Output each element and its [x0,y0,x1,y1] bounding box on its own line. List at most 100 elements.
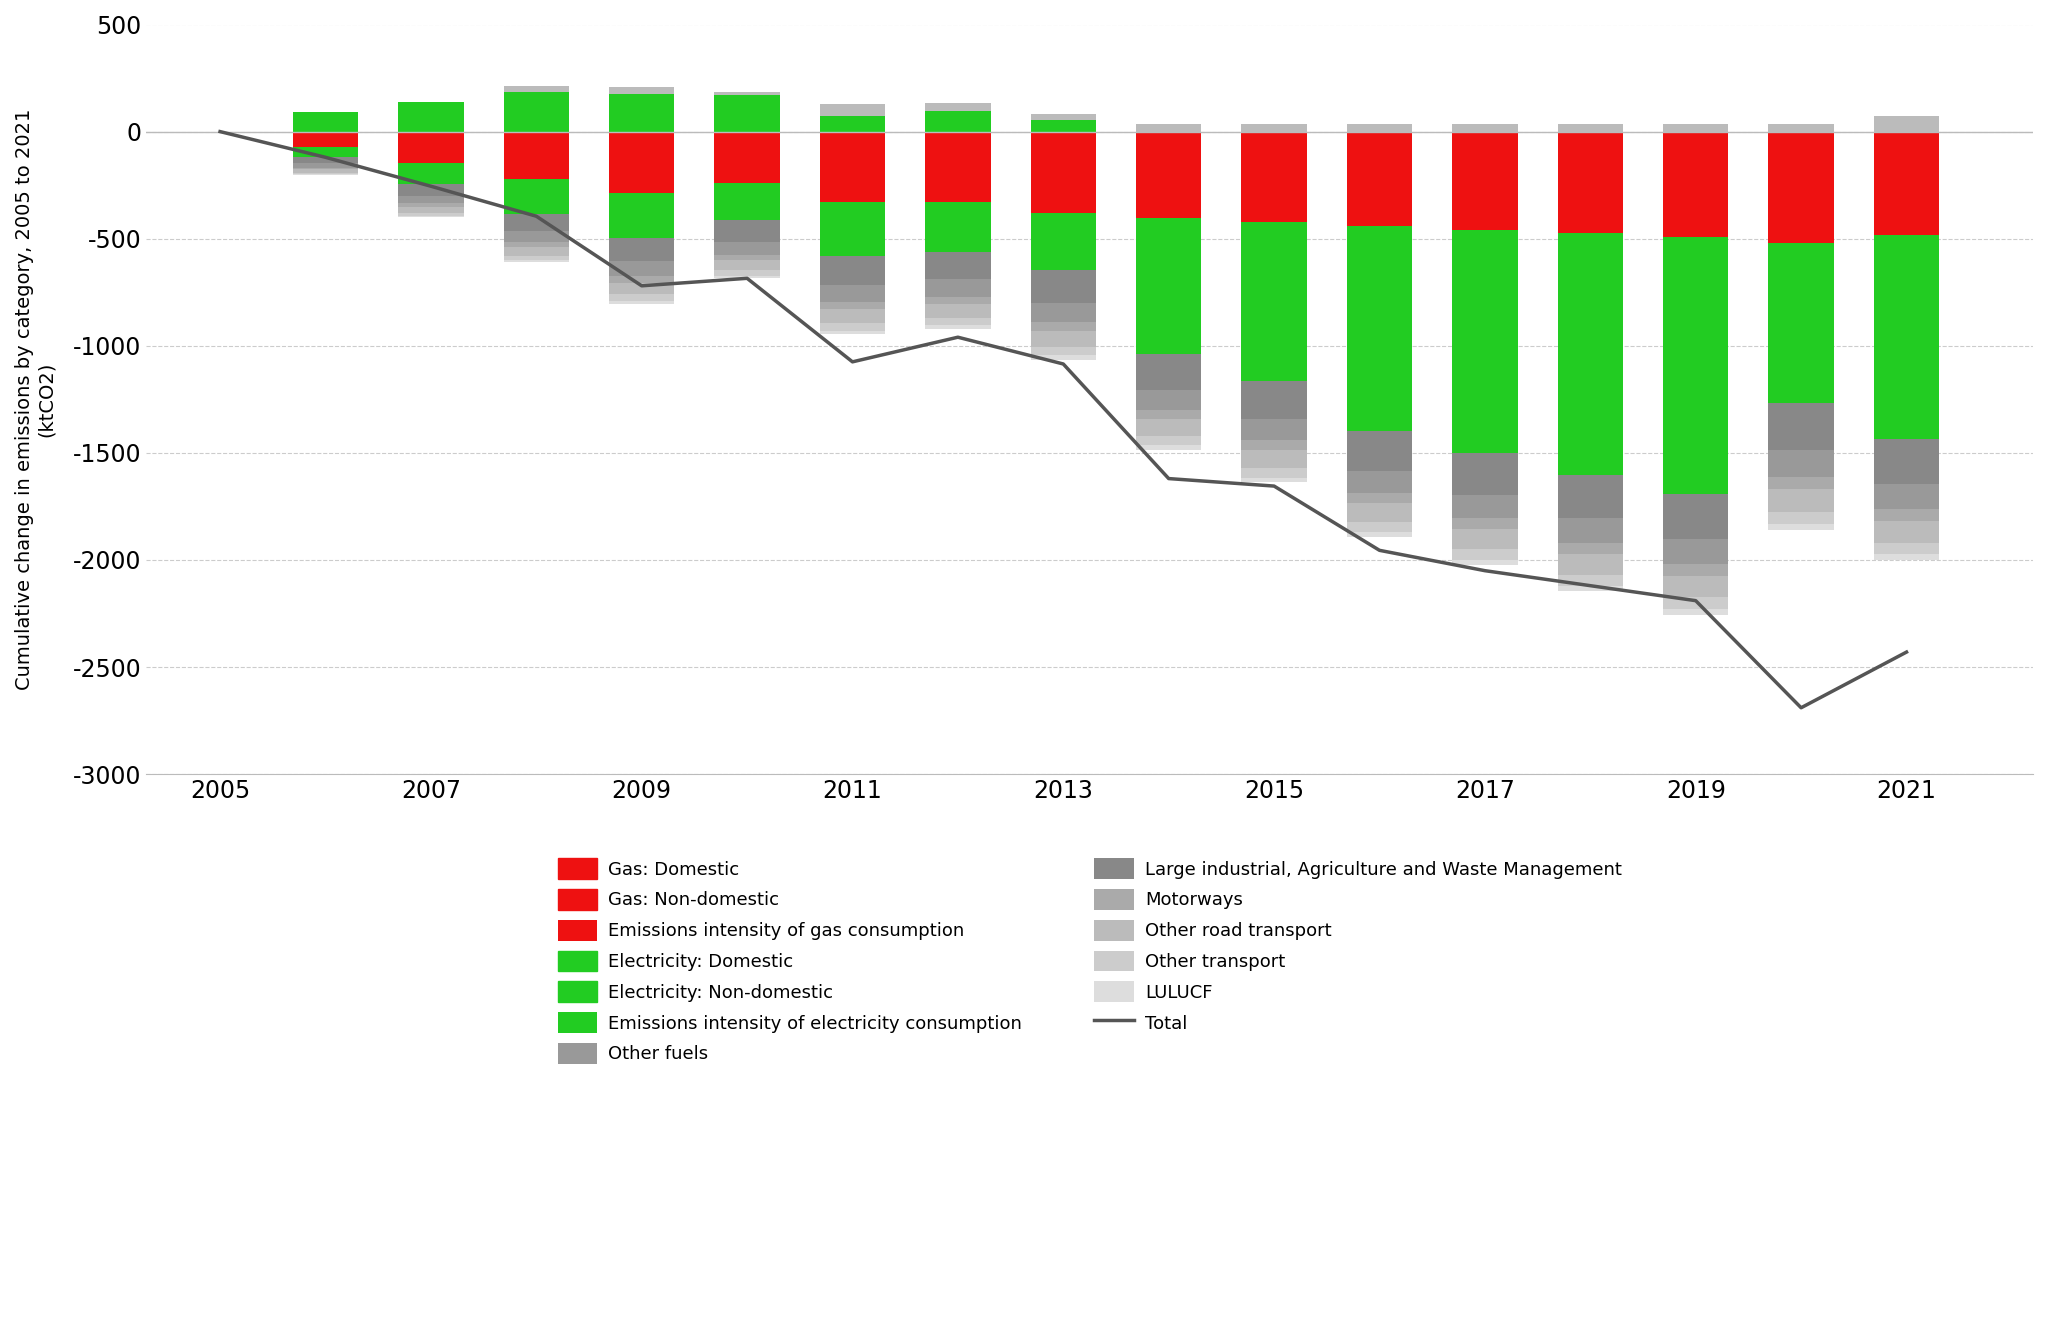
Bar [819,331,885,335]
Bar [293,172,358,175]
Bar [819,324,885,331]
Bar [1452,453,1518,495]
Bar [1030,347,1096,356]
Bar [1767,185,1833,221]
Bar [1559,519,1622,543]
Bar [293,132,358,140]
Bar [1452,268,1518,299]
Bar [293,168,358,169]
Bar [504,256,569,260]
Bar [715,204,780,220]
Bar [293,145,358,147]
Bar [1137,436,1202,445]
Bar [1874,132,1939,183]
Bar [715,183,780,204]
Bar [1241,419,1307,440]
Bar [1663,539,1729,564]
Bar [1137,176,1202,207]
Bar [1348,225,1413,261]
Bar [1137,132,1202,176]
Bar [608,295,674,301]
Bar [1030,331,1096,347]
Bar [1137,355,1202,389]
Bar [1348,523,1413,532]
Bar [926,193,991,203]
Bar [819,203,885,231]
Bar [397,196,463,204]
Bar [715,260,780,271]
Bar [1348,212,1413,225]
Bar [608,185,674,193]
Bar [1559,476,1622,519]
Bar [397,212,463,216]
Bar [504,179,569,199]
Bar [293,152,358,157]
Bar [608,132,674,164]
Bar [1452,519,1518,529]
Bar [293,147,358,152]
Bar [1874,183,1939,217]
Bar [1030,115,1096,120]
Bar [1767,243,1833,283]
Bar [926,252,991,280]
Bar [608,261,674,276]
Bar [1452,529,1518,549]
Bar [608,301,674,304]
Bar [1767,124,1833,132]
Bar [715,92,780,95]
Bar [1348,504,1413,523]
Bar [1559,555,1622,575]
Bar [1137,411,1202,419]
Bar [1030,203,1096,213]
Bar [397,149,463,160]
Bar [1767,524,1833,531]
Bar [819,285,885,301]
Bar [504,173,569,179]
Bar [1241,124,1307,132]
Bar [1241,177,1307,209]
Bar [1874,116,1939,132]
Bar [1452,132,1518,181]
Bar [819,169,885,193]
Bar [504,199,569,215]
Bar [1348,124,1413,132]
Bar [1559,217,1622,233]
Bar [397,160,463,163]
Bar [1663,124,1729,132]
Bar [504,157,569,173]
Bar [715,132,780,160]
Bar [1767,477,1833,489]
Bar [1241,449,1307,468]
Bar [1767,132,1833,185]
Bar [608,276,674,283]
Bar [504,241,569,247]
Bar [504,215,569,231]
Bar [1348,532,1413,537]
Bar [1137,252,1202,280]
Bar [397,132,463,149]
Bar [819,104,885,116]
Bar [1559,575,1622,585]
Bar [926,203,991,229]
Bar [1030,269,1096,303]
Bar [1559,124,1622,132]
Bar [819,116,885,132]
Bar [1874,509,1939,521]
Bar [1663,597,1729,609]
Bar [1137,124,1202,132]
Bar [608,87,674,95]
Bar [504,231,569,241]
Bar [1559,183,1622,217]
Bar [1874,273,1939,307]
Bar [1663,309,1729,493]
Bar [1663,132,1729,184]
Bar [926,111,991,132]
Bar [1874,235,1939,273]
Bar [1137,419,1202,436]
Bar [1452,181,1518,215]
Legend: Gas: Domestic, Gas: Non-domestic, Emissions intensity of gas consumption, Electr: Gas: Domestic, Gas: Non-domestic, Emissi… [557,858,1622,1064]
Bar [1874,307,1939,439]
Bar [293,164,358,168]
Bar [397,207,463,212]
Bar [926,296,991,304]
